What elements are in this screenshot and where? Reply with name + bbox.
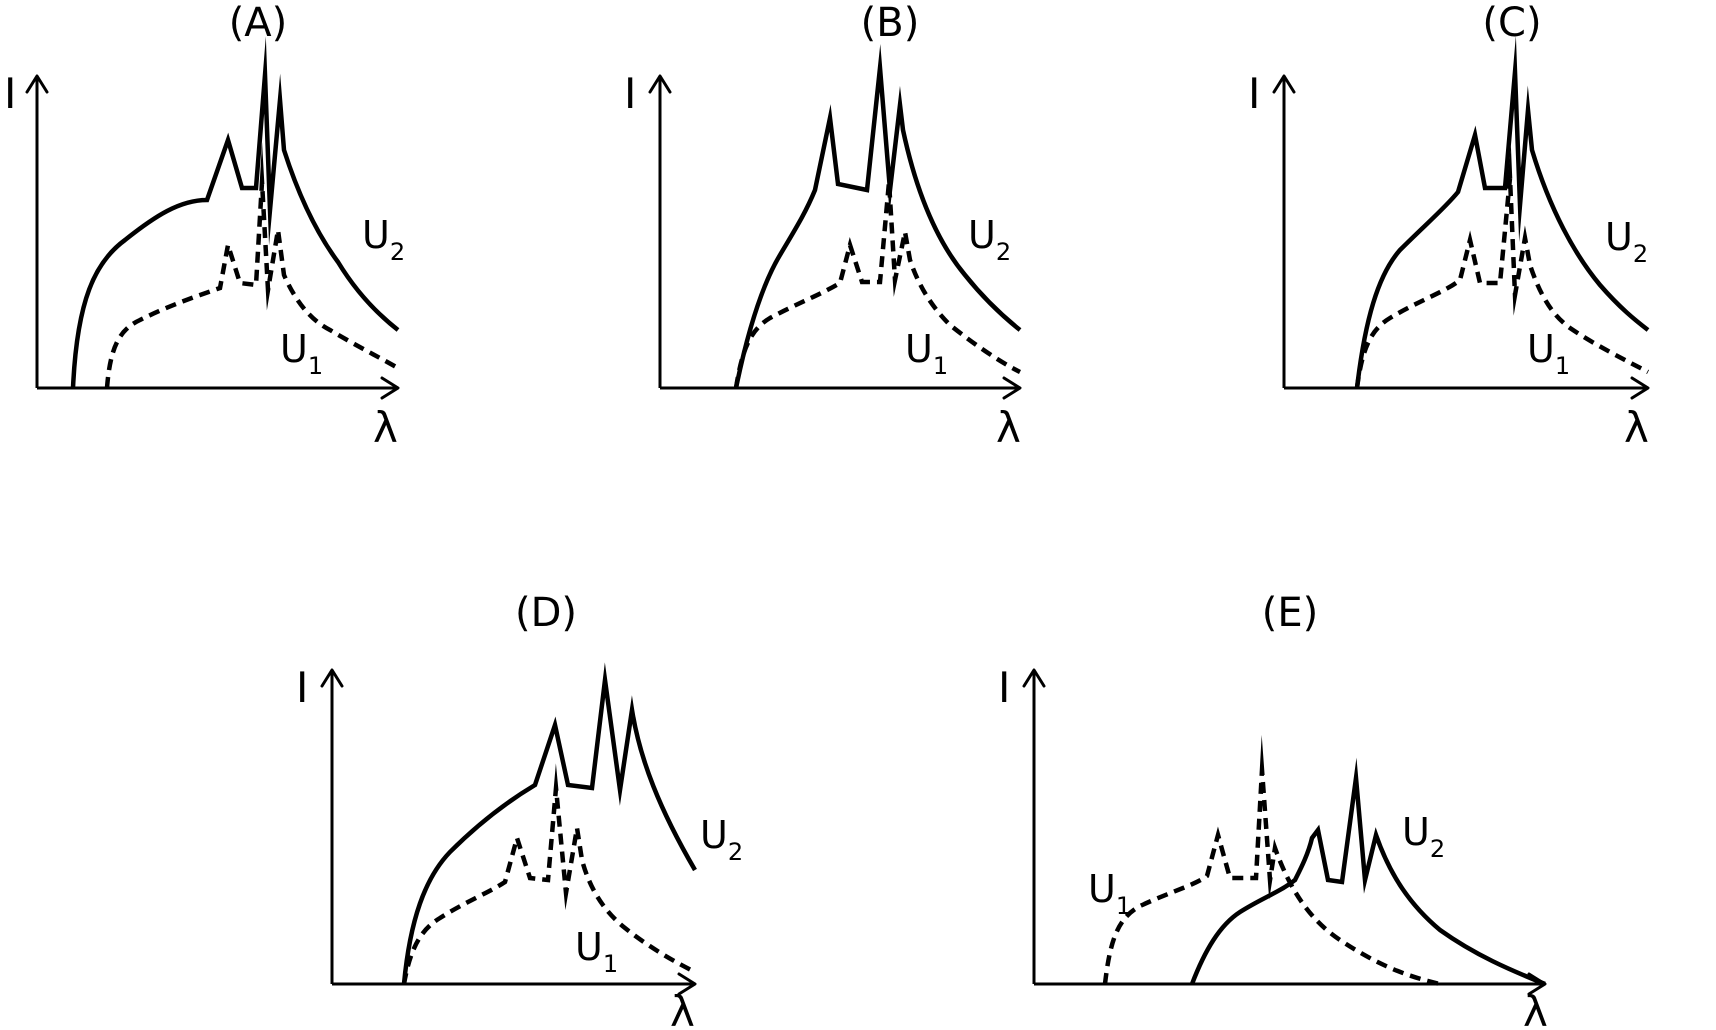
panel-e-y-label: I: [998, 663, 1010, 712]
panel-a-x-arrow: [380, 376, 400, 400]
panel-c-curve-u1: [1354, 145, 1650, 389]
panel-b-y-label: I: [624, 69, 636, 118]
panel-c-x-label: λ: [1624, 403, 1649, 452]
panel-e-curve-u1: [1102, 734, 1441, 987]
panel-a: (A) I λ U2 U1: [4, 0, 405, 452]
panel-c-x-arrow: [1630, 376, 1650, 400]
panel-e-y-arrow: [1022, 668, 1046, 688]
panel-b-x-arrow: [1002, 376, 1022, 400]
panel-a-y-label: I: [4, 69, 16, 118]
panel-b-label-u1: U1: [905, 327, 948, 380]
panel-d-title: (D): [515, 590, 577, 636]
panel-a-title: (A): [229, 0, 288, 46]
panel-a-curve-u1: [104, 142, 400, 389]
panel-d-curve-u2: [401, 662, 697, 985]
panel-a-x-label: λ: [373, 403, 398, 452]
panel-e: (E) I λ U1 U2: [998, 590, 1548, 1030]
panel-a-y-arrow: [25, 74, 49, 94]
panel-a-curve-u2: [70, 36, 400, 389]
panel-e-label-u2: U2: [1402, 810, 1445, 863]
panel-b-x-label: λ: [996, 403, 1021, 452]
panel-b-title: (B): [861, 0, 920, 46]
panel-d-y-arrow: [320, 668, 344, 688]
panel-b-label-u2: U2: [968, 213, 1011, 266]
panel-d-x-label: λ: [670, 987, 695, 1030]
panel-e-x-label: λ: [1523, 987, 1548, 1030]
panel-e-label-u1: U1: [1088, 867, 1131, 920]
panel-d-y-label: I: [296, 663, 308, 712]
panel-c-curve-u2: [1354, 35, 1650, 389]
panel-a-label-u1: U1: [280, 327, 323, 380]
panel-b: (B) I λ U2 U1: [624, 0, 1022, 452]
panel-c-label-u2: U2: [1605, 215, 1648, 268]
panel-d-label-u2: U2: [700, 813, 743, 866]
panel-d-curve-u1: [401, 763, 697, 985]
panel-e-curve-u2: [1189, 757, 1546, 987]
panel-b-y-arrow: [648, 74, 672, 94]
panel-c-label-u1: U1: [1527, 327, 1570, 380]
panel-c: (C) I λ U2 U1: [1248, 0, 1650, 452]
panel-d-x-arrow: [677, 972, 697, 996]
panel-d: (D) I λ U2 U1: [296, 590, 743, 1030]
panel-d-label-u1: U1: [575, 925, 618, 978]
panel-c-title: (C): [1482, 0, 1541, 46]
panel-c-y-arrow: [1272, 74, 1296, 94]
panel-e-title: (E): [1262, 590, 1318, 636]
panel-b-curve-u2: [733, 44, 1022, 389]
panel-a-label-u2: U2: [362, 213, 405, 266]
panel-c-y-label: I: [1248, 69, 1260, 118]
